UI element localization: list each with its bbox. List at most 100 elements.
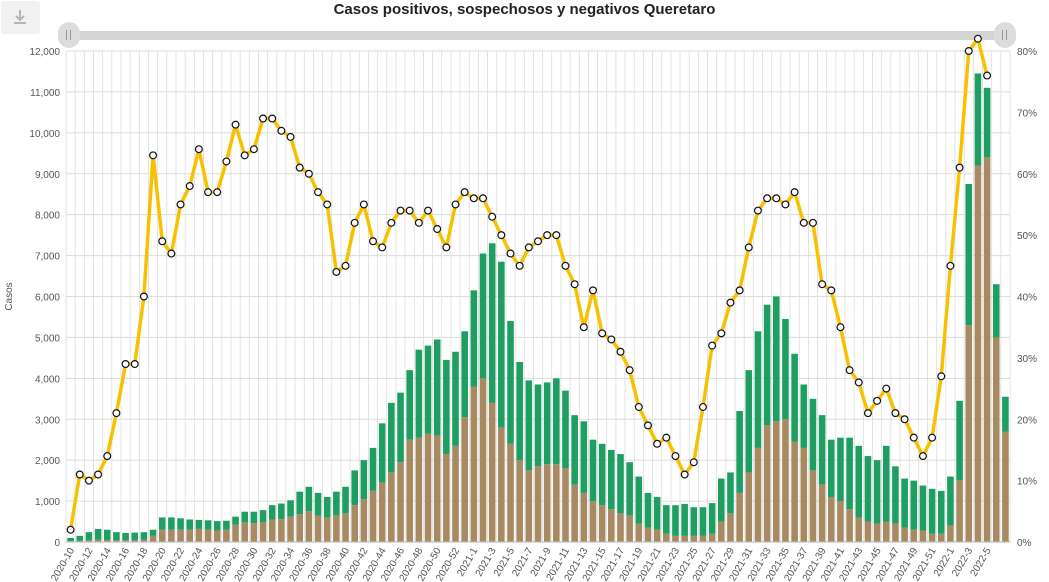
positivity-point <box>900 415 909 424</box>
bar-suspect <box>369 447 377 491</box>
bar-suspect <box>873 460 881 524</box>
bar-positive <box>653 529 661 542</box>
bar-positive <box>470 386 478 542</box>
positivity-point <box>561 261 570 270</box>
positivity-point <box>158 237 167 246</box>
bar-suspect <box>488 243 496 403</box>
positivity-point <box>479 194 488 203</box>
positivity-point <box>121 360 130 369</box>
positivity-point <box>451 200 460 209</box>
bar-suspect <box>708 503 716 534</box>
bar-positive <box>241 522 249 542</box>
bar-suspect <box>333 491 340 516</box>
y-tick-label: 3,000 <box>35 415 60 426</box>
bar-suspect <box>580 421 588 493</box>
bar-positive <box>461 417 468 542</box>
slider-handle-left[interactable] <box>58 22 80 48</box>
bar-positive <box>259 522 267 542</box>
positivity-point <box>103 452 112 461</box>
bar-positive <box>928 533 936 542</box>
bar-suspect <box>507 321 514 444</box>
positivity-point <box>643 421 652 430</box>
positivity-point <box>295 163 304 172</box>
positivity-point <box>983 71 992 80</box>
download-button[interactable] <box>1 1 40 34</box>
bar-suspect <box>314 492 322 516</box>
bar-suspect <box>928 488 936 534</box>
slider-track[interactable] <box>68 31 1008 40</box>
positivity-point <box>616 347 625 356</box>
bar-suspect <box>461 331 468 418</box>
bar-suspect <box>305 486 313 512</box>
positivity-point <box>396 206 405 215</box>
bar-suspect <box>479 253 487 379</box>
positivity-point <box>579 323 588 332</box>
positivity-point <box>891 409 900 418</box>
bar-positive <box>965 325 973 542</box>
bar-positive <box>305 511 313 542</box>
bar-positive <box>892 523 899 542</box>
bar-positive <box>598 505 606 542</box>
positivity-point <box>598 329 607 338</box>
positivity-point <box>882 384 891 393</box>
positivity-point <box>808 218 817 227</box>
positivity-point <box>708 341 717 350</box>
positivity-point <box>176 200 185 209</box>
bar-suspect <box>855 445 863 518</box>
positivity-line <box>66 34 992 534</box>
bar-suspect <box>296 491 304 515</box>
positivity-point <box>854 378 863 387</box>
bar-suspect <box>956 400 963 481</box>
y-tick-label: 11,000 <box>30 88 60 99</box>
bar-positive <box>268 519 276 542</box>
bar-positive <box>617 513 624 542</box>
bar-suspect <box>223 520 230 530</box>
positivity-point <box>964 46 973 55</box>
bar-suspect <box>892 466 899 524</box>
bar-suspect <box>772 296 780 422</box>
range-slider[interactable] <box>58 22 1018 48</box>
bar-positive <box>800 447 808 542</box>
positivity-point <box>460 188 469 197</box>
bar-positive <box>397 462 404 542</box>
bar-positive <box>113 540 120 542</box>
bar-positive <box>360 499 368 542</box>
y-tick-label: 6,000 <box>35 293 60 304</box>
bar-suspect <box>635 476 643 524</box>
positivity-point <box>378 243 387 252</box>
bar-suspect <box>782 319 789 420</box>
bar-suspect <box>388 402 395 473</box>
bar-suspect <box>323 496 331 518</box>
bar-suspect <box>745 370 753 473</box>
bar-suspect <box>103 529 111 540</box>
bar-positive <box>708 533 716 542</box>
positivity-point <box>570 280 579 289</box>
positivity-point <box>698 402 707 411</box>
bar-suspect <box>378 423 386 483</box>
y-tick-label: 0 <box>54 538 60 549</box>
positivity-point <box>350 218 359 227</box>
slider-handle-right[interactable] <box>994 22 1016 48</box>
bar-positive <box>772 421 780 542</box>
bar-suspect <box>809 398 817 471</box>
y2-tick-label: 20% <box>1017 415 1037 426</box>
bar-suspect <box>965 183 973 326</box>
bar-suspect <box>443 359 450 455</box>
y2-tick-label: 50% <box>1017 231 1037 242</box>
bar-suspect <box>241 511 249 523</box>
positivity-point <box>946 261 955 270</box>
positivity-point <box>836 323 845 332</box>
positivity-point <box>717 329 726 338</box>
bar-suspect <box>131 532 139 540</box>
positivity-point <box>955 163 964 172</box>
bar-positive <box>846 509 853 542</box>
positivity-point <box>75 470 84 479</box>
bar-suspect <box>94 528 102 540</box>
bar-positive <box>763 425 771 542</box>
bar-positive <box>424 433 432 542</box>
bar-suspect <box>498 261 505 428</box>
bar-positive <box>76 540 84 542</box>
bar-positive <box>644 527 652 542</box>
positivity-point <box>543 231 552 240</box>
positivity-point <box>588 286 597 295</box>
